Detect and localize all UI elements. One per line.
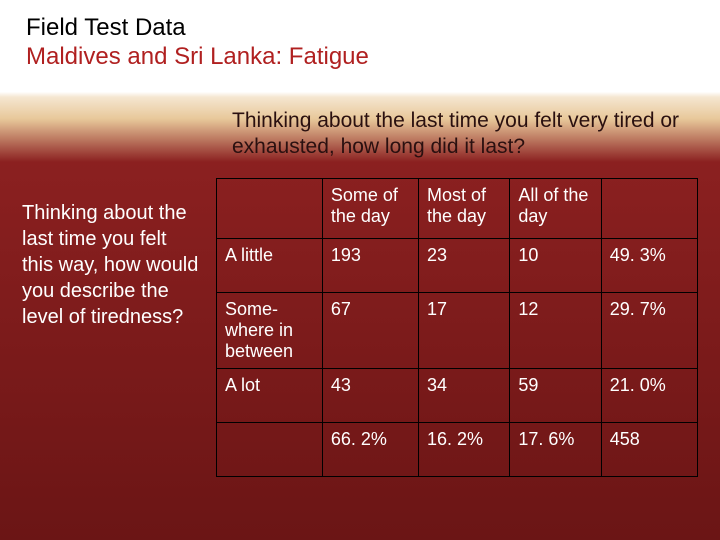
cell: Some-where in between	[217, 293, 323, 369]
header-cell: All of the day	[510, 179, 601, 239]
table-header-row: Some of the day Most of the day All of t…	[217, 179, 698, 239]
title-line-1: Field Test Data	[26, 14, 694, 43]
cell: 29. 7%	[601, 293, 697, 369]
header-cell	[217, 179, 323, 239]
content-row: Thinking about the last time you felt th…	[22, 178, 698, 477]
table-row: 66. 2% 16. 2% 17. 6% 458	[217, 423, 698, 477]
data-table-wrap: Some of the day Most of the day All of t…	[216, 178, 698, 477]
cell	[217, 423, 323, 477]
header-cell: Most of the day	[419, 179, 510, 239]
cell: 21. 0%	[601, 369, 697, 423]
header-cell: Some of the day	[322, 179, 418, 239]
cell: 23	[419, 239, 510, 293]
title-line-2: Maldives and Sri Lanka: Fatigue	[26, 43, 694, 72]
cell: A lot	[217, 369, 323, 423]
question-top: Thinking about the last time you felt ve…	[232, 108, 692, 161]
cell: 458	[601, 423, 697, 477]
cell: 49. 3%	[601, 239, 697, 293]
cell: 17	[419, 293, 510, 369]
cell: 12	[510, 293, 601, 369]
cell: A little	[217, 239, 323, 293]
slide-title-area: Field Test Data Maldives and Sri Lanka: …	[0, 0, 720, 80]
cell: 16. 2%	[419, 423, 510, 477]
table-row: A little 193 23 10 49. 3%	[217, 239, 698, 293]
cell: 193	[322, 239, 418, 293]
cell: 59	[510, 369, 601, 423]
question-left: Thinking about the last time you felt th…	[22, 178, 202, 477]
cell: 34	[419, 369, 510, 423]
cell: 43	[322, 369, 418, 423]
cell: 67	[322, 293, 418, 369]
cell: 10	[510, 239, 601, 293]
table-row: A lot 43 34 59 21. 0%	[217, 369, 698, 423]
cell: 66. 2%	[322, 423, 418, 477]
header-cell	[601, 179, 697, 239]
data-table: Some of the day Most of the day All of t…	[216, 178, 698, 477]
cell: 17. 6%	[510, 423, 601, 477]
table-row: Some-where in between 67 17 12 29. 7%	[217, 293, 698, 369]
